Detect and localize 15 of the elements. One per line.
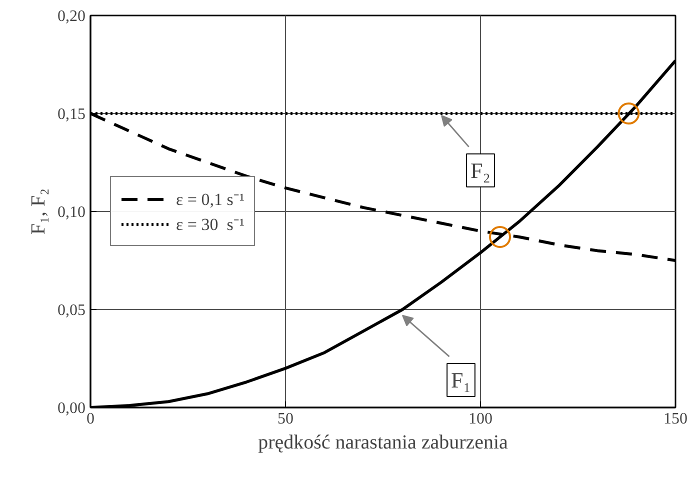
annotation: F₁: [451, 368, 471, 393]
x-tick-label: 0: [86, 410, 94, 428]
legend-label: ε = 0,1 s⁻¹: [176, 189, 244, 210]
x-axis-title: prędkość narastania zaburzenia: [258, 432, 508, 454]
y-tick-label: 0,00: [58, 400, 86, 417]
y-tick-label: 0,05: [58, 302, 86, 319]
y-tick-label: 0,10: [58, 204, 86, 221]
annotation: F₂: [470, 158, 490, 183]
x-tick-label: 100: [468, 410, 492, 428]
y-axis-title: F₁, F₂: [28, 188, 50, 235]
x-tick-label: 150: [664, 410, 688, 428]
legend-label: ε = 30 s⁻¹: [176, 214, 244, 235]
y-tick-label: 0,20: [58, 8, 86, 25]
x-tick-label: 50: [278, 410, 294, 428]
y-tick-label: 0,15: [58, 106, 86, 123]
